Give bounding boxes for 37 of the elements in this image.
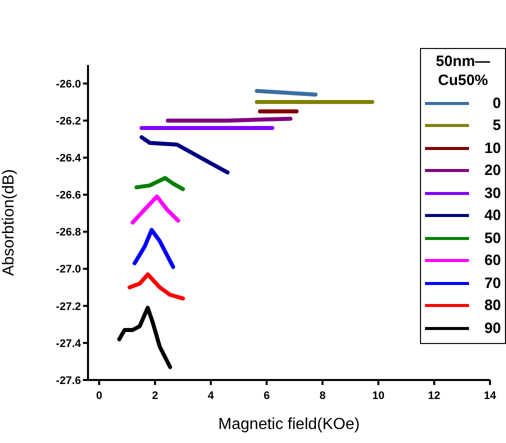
x-tick-label: 0 <box>96 390 102 402</box>
y-tick-label: -26.2 <box>56 115 81 128</box>
y-tick-label: -26.8 <box>56 226 81 239</box>
line-series <box>128 272 185 300</box>
legend-label: 30 <box>483 184 501 202</box>
y-tick-label: -26.0 <box>56 78 81 90</box>
y-axis-title: Absorbtion(dB) <box>0 169 18 276</box>
x-tick-label: 2 <box>152 390 158 402</box>
x-tick-label: 4 <box>208 390 215 402</box>
legend-label: 10 <box>483 140 501 157</box>
legend-label: 0 <box>492 94 501 112</box>
x-axis-title: Magnetic field(KOe) <box>218 416 360 433</box>
legend-label: 90 <box>483 320 501 337</box>
y-tick-label: -27.0 <box>56 264 81 276</box>
legend-label: 80 <box>483 297 501 314</box>
y-tick-label: -27.6 <box>56 374 81 387</box>
x-tick-label: 6 <box>264 390 270 402</box>
x-tick-label: 14 <box>484 390 497 402</box>
legend-label: 5 <box>492 117 501 134</box>
legend-label: 70 <box>483 274 501 292</box>
legend-label: 50 <box>483 230 501 247</box>
x-tick-label: 12 <box>428 390 440 402</box>
x-tick-label: 8 <box>319 390 326 402</box>
y-tick-label: -27.2 <box>56 300 81 313</box>
y-tick-label: -27.4 <box>56 338 82 350</box>
legend-title: 50nm— Cu50% <box>434 52 492 90</box>
y-tick-label: -26.4 <box>56 152 82 165</box>
line-series <box>140 135 230 174</box>
y-tick-label: -26.6 <box>56 190 81 202</box>
line-series <box>117 306 172 370</box>
x-tick-label: 10 <box>372 390 384 402</box>
legend-label: 40 <box>483 207 501 224</box>
line-series <box>134 176 185 192</box>
legend-label: 60 <box>483 252 501 270</box>
line-series <box>132 228 176 269</box>
legend-label: 20 <box>483 162 501 180</box>
line-series <box>130 194 180 224</box>
